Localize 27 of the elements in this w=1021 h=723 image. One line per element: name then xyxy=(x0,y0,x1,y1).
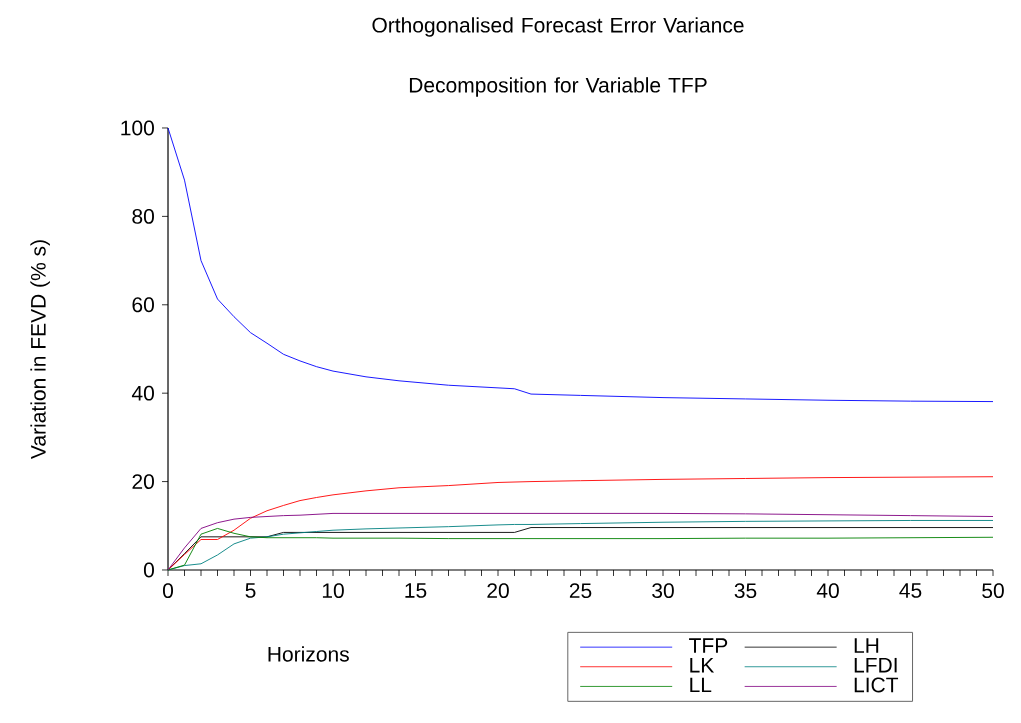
x-tick-label: 35 xyxy=(734,583,757,599)
legend-label: LICT xyxy=(854,677,899,693)
x-tick-label: 5 xyxy=(245,583,256,598)
y-tick-label: 60 xyxy=(132,297,154,313)
legend-label: LH xyxy=(854,638,879,653)
x-tick-label: 20 xyxy=(487,583,509,599)
legend-label: LL xyxy=(690,677,712,693)
y-tick-label: 20 xyxy=(132,474,154,490)
x-tick-label: 0 xyxy=(163,583,174,599)
x-tick-label: 30 xyxy=(652,583,674,599)
y-tick-label: 0 xyxy=(143,562,154,578)
line-series xyxy=(167,127,994,403)
chart-title: Orthogonalised Forecast Error Variance Decomposition for Variable TFP xyxy=(372,17,744,97)
y-tick-label: 100 xyxy=(121,120,154,136)
legend-label: LFDI xyxy=(854,657,897,673)
y-tick-label: 80 xyxy=(132,208,154,224)
y-tick-label: 40 xyxy=(131,385,154,401)
legend-label: LK xyxy=(690,657,715,673)
x-tick-label: 45 xyxy=(899,583,922,598)
y-axis-title: Variation in FEVD (% s) xyxy=(30,240,50,459)
x-axis-title: Horizons xyxy=(268,646,349,662)
x-tick-label: 15 xyxy=(405,583,427,598)
x-tick-label: 40 xyxy=(816,583,839,599)
x-tick-label: 25 xyxy=(569,583,592,599)
x-tick-label: 50 xyxy=(982,583,1004,599)
x-tick-label: 10 xyxy=(322,583,344,599)
legend-label: TFP xyxy=(689,638,728,653)
